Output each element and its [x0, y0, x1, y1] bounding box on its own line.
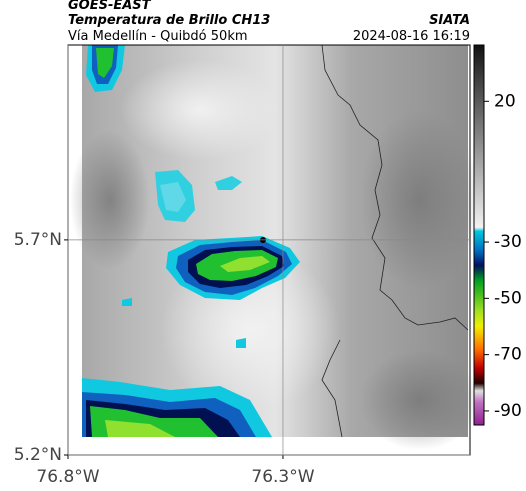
satellite-image [70, 44, 480, 450]
x-tick-label: 76.8°W [36, 467, 99, 487]
timestamp: 2024-08-16 16:19 [353, 29, 470, 44]
product-title: Temperatura de Brillo CH13 [68, 13, 270, 28]
colorbar-tick-label: -70 [494, 345, 522, 365]
x-tick-label: 76.3°W [251, 467, 314, 487]
y-tick-label: 5.7°N [14, 230, 62, 250]
colorbar [473, 44, 485, 426]
colorbar-tick-label: 20 [494, 91, 516, 111]
y-tick-label: 5.2°N [14, 445, 62, 465]
source: SIATA [429, 13, 470, 28]
route: Vía Medellín - Quibdó 50km [68, 29, 248, 44]
colorbar-tick-label: -50 [494, 288, 522, 308]
satellite-name: GOES-EAST [68, 0, 152, 13]
colorbar-tick-label: -30 [494, 232, 522, 252]
colorbar-tick-label: -90 [494, 401, 522, 421]
